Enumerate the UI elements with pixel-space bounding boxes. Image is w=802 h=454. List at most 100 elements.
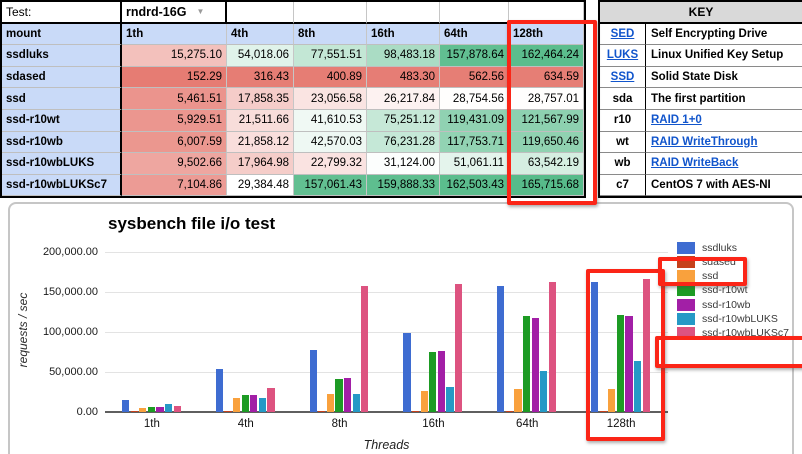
test-label-cell[interactable]: Test: bbox=[2, 2, 122, 24]
key-desc-cell[interactable]: RAID WriteThrough bbox=[646, 131, 802, 154]
key-desc-text: Solid State Disk bbox=[651, 71, 738, 84]
value-cell[interactable]: 22,799.32 bbox=[294, 153, 367, 175]
value-cell[interactable]: 157,878.64 bbox=[440, 45, 509, 67]
value-cell[interactable]: 157,061.43 bbox=[294, 174, 367, 197]
key-desc-link[interactable]: RAID WriteThrough bbox=[651, 135, 758, 148]
value-cell[interactable]: 400.89 bbox=[294, 66, 367, 89]
column-header-cell[interactable]: 64th bbox=[440, 23, 509, 46]
key-abbr-link[interactable]: LUKS bbox=[606, 49, 639, 62]
bar-ssd-r10wbLUKSc7-4th bbox=[267, 388, 275, 412]
value-cell[interactable]: 28,754.56 bbox=[440, 88, 509, 110]
value-cell[interactable]: 28,757.01 bbox=[509, 88, 584, 110]
test-selector-dropdown[interactable]: rndrd-16G ▼ bbox=[122, 2, 227, 24]
value-cell[interactable]: 5,461.51 bbox=[122, 88, 227, 110]
column-header-cell[interactable]: mount bbox=[2, 23, 122, 46]
value-cell[interactable]: 75,251.12 bbox=[367, 109, 440, 132]
key-abbr-link[interactable]: SED bbox=[610, 27, 635, 40]
value-cell[interactable]: 159,888.33 bbox=[367, 174, 440, 197]
column-header-cell[interactable]: 8th bbox=[294, 23, 367, 46]
y-tick-label: 50,000.00 bbox=[49, 366, 98, 378]
value-cell[interactable]: 21,511.66 bbox=[227, 109, 294, 132]
gridline bbox=[105, 292, 668, 293]
key-desc-link[interactable]: RAID 1+0 bbox=[651, 114, 702, 127]
value-cell[interactable]: 152.29 bbox=[122, 66, 227, 89]
key-abbr-cell[interactable]: SSD bbox=[600, 66, 646, 89]
empty-cell[interactable] bbox=[367, 2, 440, 24]
row-label-cell[interactable]: ssd bbox=[2, 88, 122, 110]
value-cell[interactable]: 26,217.84 bbox=[367, 88, 440, 110]
chart-title: sysbench file i/o test bbox=[108, 214, 276, 233]
value-cell[interactable]: 29,384.48 bbox=[227, 174, 294, 197]
column-header-cell[interactable]: 16th bbox=[367, 23, 440, 46]
value-cell[interactable]: 121,567.99 bbox=[509, 109, 584, 132]
value-cell[interactable]: 162,503.43 bbox=[440, 174, 509, 197]
key-desc-link[interactable]: RAID WriteBack bbox=[651, 157, 739, 170]
bar-ssd-r10wbLUKSc7-128th bbox=[642, 279, 650, 412]
value-cell[interactable]: 17,964.98 bbox=[227, 153, 294, 175]
bar-ssdluks-8th bbox=[309, 349, 317, 412]
value-cell[interactable]: 51,061.11 bbox=[440, 153, 509, 175]
value-cell[interactable]: 162,464.24 bbox=[509, 45, 584, 67]
bar-ssd-r10wbLUKSc7-8th bbox=[361, 286, 369, 412]
empty-cell[interactable] bbox=[440, 2, 509, 24]
value-cell[interactable]: 21,858.12 bbox=[227, 131, 294, 154]
value-cell[interactable]: 634.59 bbox=[509, 66, 584, 89]
row-label-cell[interactable]: ssd-r10wbLUKSc7 bbox=[2, 174, 122, 197]
value-cell[interactable]: 117,753.71 bbox=[440, 131, 509, 154]
value-cell[interactable]: 6,007.59 bbox=[122, 131, 227, 154]
row-label-cell[interactable]: ssdluks bbox=[2, 45, 122, 67]
value-cell[interactable]: 316.43 bbox=[227, 66, 294, 89]
bar-ssd-r10wbLUKSc7-1th bbox=[173, 406, 181, 412]
bar-ssd-r10wb-128th bbox=[625, 316, 633, 412]
legend-label: ssd-r10wt bbox=[702, 284, 748, 297]
value-cell[interactable]: 77,551.51 bbox=[294, 45, 367, 67]
row-label-cell[interactable]: sdased bbox=[2, 66, 122, 89]
key-desc-cell[interactable]: RAID 1+0 bbox=[646, 109, 802, 132]
value-cell[interactable]: 562.56 bbox=[440, 66, 509, 89]
value-cell[interactable]: 119,650.46 bbox=[509, 131, 584, 154]
value-cell[interactable]: 165,715.68 bbox=[509, 174, 584, 197]
bar-ssd-r10wt-1th bbox=[147, 407, 155, 412]
value-cell[interactable]: 15,275.10 bbox=[122, 45, 227, 67]
empty-cell[interactable] bbox=[227, 2, 294, 24]
value-cell[interactable]: 42,570.03 bbox=[294, 131, 367, 154]
row-label-cell[interactable]: ssd-r10wt bbox=[2, 109, 122, 132]
value-cell[interactable]: 31,124.00 bbox=[367, 153, 440, 175]
empty-cell[interactable] bbox=[294, 2, 367, 24]
key-desc-cell[interactable]: RAID WriteBack bbox=[646, 153, 802, 175]
column-header-cell[interactable]: 1th bbox=[122, 23, 227, 46]
column-header-cell[interactable]: 128th bbox=[509, 23, 584, 46]
value-cell[interactable]: 23,056.58 bbox=[294, 88, 367, 110]
value-cell[interactable]: 76,231.28 bbox=[367, 131, 440, 154]
value-cell[interactable]: 17,858.35 bbox=[227, 88, 294, 110]
bar-ssdluks-16th bbox=[403, 333, 411, 412]
value-cell[interactable]: 483.30 bbox=[367, 66, 440, 89]
value-cell[interactable]: 41,610.53 bbox=[294, 109, 367, 132]
row-label-cell[interactable]: ssd-r10wbLUKS bbox=[2, 153, 122, 175]
value-cell[interactable]: 5,929.51 bbox=[122, 109, 227, 132]
chart-container[interactable]: sysbench file i/o test requests / sec Th… bbox=[8, 202, 794, 454]
bar-ssd-r10wb-4th bbox=[250, 394, 258, 412]
legend-label: ssd-r10wb bbox=[702, 298, 751, 311]
bar-ssd-8th bbox=[326, 393, 334, 412]
value-cell[interactable]: 63,542.19 bbox=[509, 153, 584, 175]
key-abbr-cell[interactable]: LUKS bbox=[600, 45, 646, 67]
key-abbr-link[interactable]: SSD bbox=[610, 71, 635, 84]
value-cell[interactable]: 9,502.66 bbox=[122, 153, 227, 175]
empty-cell[interactable] bbox=[509, 2, 584, 24]
key-abbr-text: r10 bbox=[613, 114, 632, 127]
value-cell[interactable]: 98,483.18 bbox=[367, 45, 440, 67]
value-cell[interactable]: 119,431.09 bbox=[440, 109, 509, 132]
test-label: Test: bbox=[6, 4, 32, 19]
value-cell[interactable]: 54,018.06 bbox=[227, 45, 294, 67]
legend-swatch bbox=[677, 327, 695, 340]
column-header-cell[interactable]: 4th bbox=[227, 23, 294, 46]
key-desc-cell: CentOS 7 with AES-NI bbox=[646, 174, 802, 197]
benchmark-table[interactable]: Test: rndrd-16G ▼ mount 1th 4th 8th 16th 64th 128… bbox=[0, 0, 586, 199]
value-cell[interactable]: 7,104.86 bbox=[122, 174, 227, 197]
row-label-cell[interactable]: ssd-r10wb bbox=[2, 131, 122, 154]
legend-swatch bbox=[677, 313, 695, 325]
bar-ssdluks-128th bbox=[591, 282, 599, 412]
key-abbr-cell[interactable]: SED bbox=[600, 23, 646, 46]
